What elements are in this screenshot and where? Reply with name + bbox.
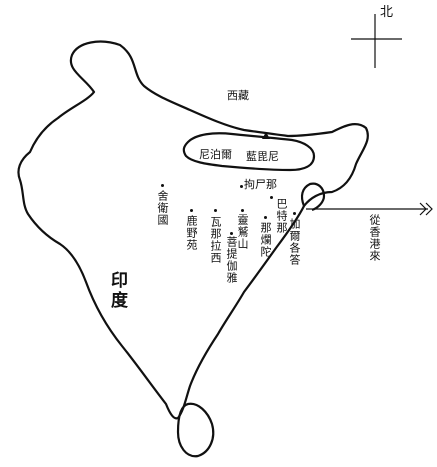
shravasti-label: 舍衛國	[156, 190, 169, 226]
bodhgaya-dot	[230, 232, 233, 235]
varanasi-label: 瓦那拉西	[209, 216, 222, 264]
vulture-peak-label: 靈鷲山	[236, 214, 249, 250]
mountain-marker-icon	[262, 132, 270, 139]
shravasti-dot	[161, 184, 164, 187]
sri-lanka-outline	[176, 402, 215, 458]
india-outline	[17, 40, 369, 420]
compass-icon	[351, 14, 402, 68]
patna-dot	[270, 196, 273, 199]
nepal-label: 尼泊爾	[199, 148, 232, 161]
sarnath-dot	[190, 209, 193, 212]
sarnath-label: 鹿野苑	[185, 215, 198, 251]
nepal-outline	[182, 132, 316, 172]
vulture-peak-dot	[241, 209, 244, 212]
varanasi-dot	[214, 209, 217, 212]
route-label: 從香港來	[368, 214, 381, 262]
north-label: 北	[380, 5, 394, 20]
india-label-1: 印	[111, 271, 128, 291]
bodhgaya-label: 菩提伽雅	[225, 236, 238, 284]
kolkata-label: 加爾各答	[288, 218, 301, 266]
india-label: 印度	[111, 271, 131, 307]
bengal-inlet	[300, 182, 326, 212]
nalanda-label: 那爛陀	[259, 222, 272, 258]
kolkata-dot	[293, 212, 296, 215]
kushinagar-label: 拘尸那	[244, 178, 277, 191]
india-label-2: 度	[111, 291, 128, 311]
kushinagar-dot	[240, 185, 243, 188]
patna-label: 巴特那	[275, 198, 288, 234]
nalanda-dot	[264, 216, 267, 219]
lumbini-label: 藍毘尼	[246, 150, 279, 163]
route-arrow-icon	[306, 202, 433, 216]
tibet-label: 西藏	[227, 89, 249, 102]
